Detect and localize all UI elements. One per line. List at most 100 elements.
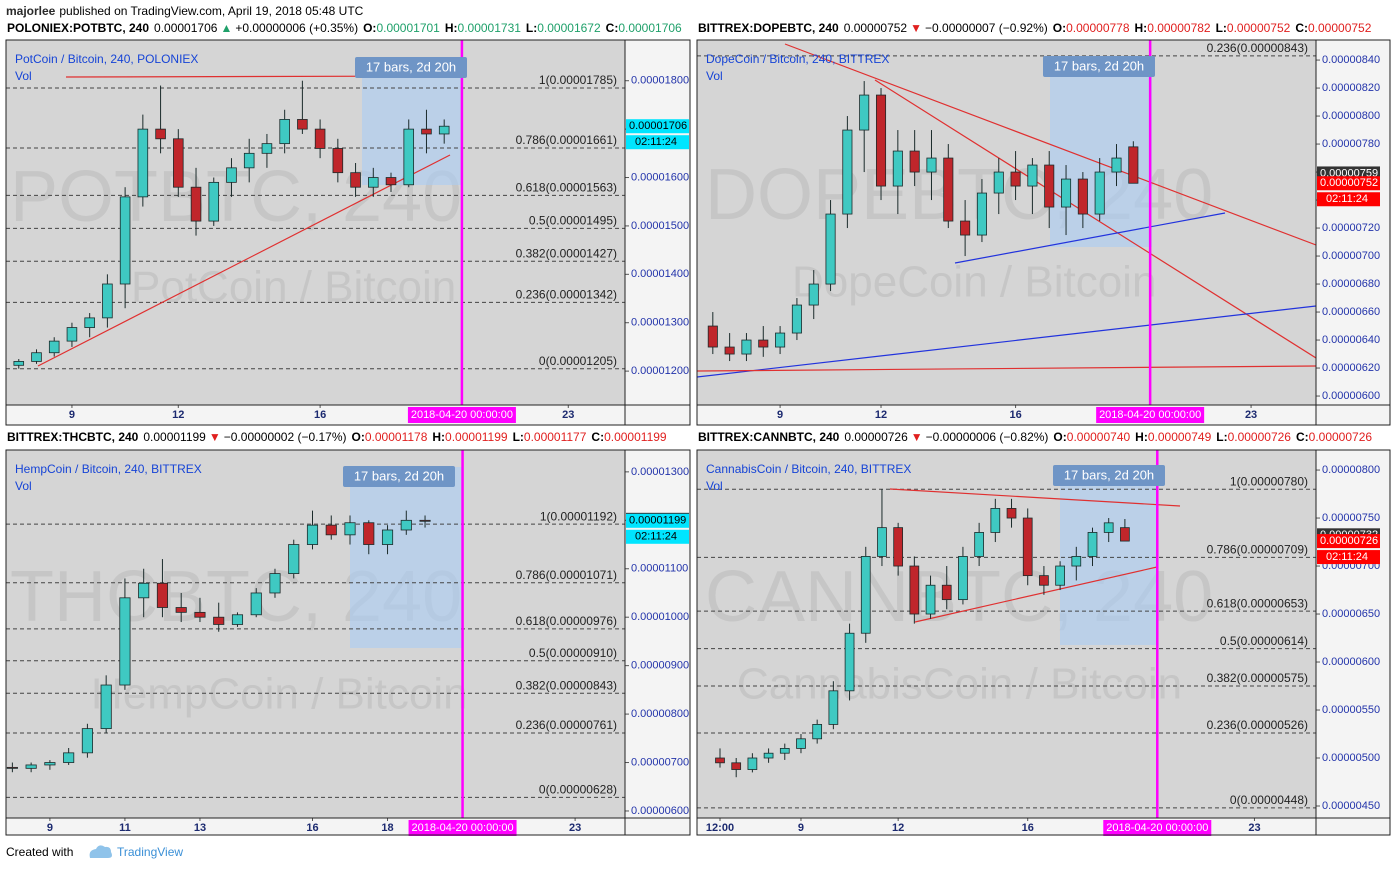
candle-body	[363, 522, 375, 545]
countdown-label: 02:11:24	[1326, 551, 1368, 563]
x-tick-label: 16	[314, 409, 326, 421]
last-price: 0.00001706	[154, 21, 218, 35]
x-tick-label: 18	[381, 822, 393, 834]
ohlc-label: H:	[432, 430, 445, 444]
fib-label: 0.382(0.00000575)	[1207, 671, 1308, 685]
candle-body	[958, 556, 968, 601]
candle-body	[269, 573, 281, 594]
candle-body	[1010, 171, 1021, 187]
candle-body	[1094, 171, 1105, 215]
candle-body	[1061, 178, 1072, 208]
candle-body	[155, 128, 166, 140]
trend-line	[697, 305, 1316, 378]
plot: CANNBTC, 240CannabisCoin / Bitcoin1(0.00…	[697, 466, 1316, 809]
candle-body	[13, 361, 25, 366]
top-line: majorlee published on TradingView.com, Ap…	[6, 4, 364, 18]
trend-line	[914, 566, 1158, 623]
candle-body	[715, 757, 725, 764]
y-tick-label: 0.00000900	[631, 660, 689, 672]
x-tick-label: 16	[1022, 822, 1034, 834]
x-tick-label: 23	[569, 822, 581, 834]
range-label: 17 bars, 2d 20h	[1054, 58, 1144, 73]
candle-body	[825, 213, 836, 285]
y-tick-label: 0.00000800	[1322, 464, 1380, 476]
fib-label: 0.618(0.00000653)	[1207, 596, 1308, 610]
candle-body	[796, 738, 806, 749]
x-tick-label: 11	[119, 822, 131, 834]
watermark: PotCoin / Bitcoin	[131, 263, 456, 312]
candle-body	[6, 766, 18, 769]
candle-body	[332, 148, 344, 174]
candle-body	[350, 172, 361, 188]
range-label: 17 bars, 2d 20h	[354, 468, 444, 483]
panel-frame	[5, 449, 691, 836]
ohlc-label: O:	[363, 21, 376, 35]
candle-body	[877, 527, 887, 557]
ohlc-value: 0.00000778	[1066, 21, 1130, 35]
ohlc-value: 0.00000752	[1308, 21, 1372, 35]
y-tick-label: 0.00000780	[1322, 138, 1380, 150]
x-tick-label: 16	[306, 822, 318, 834]
fib-label: 1(0.00000780)	[1230, 474, 1308, 488]
candle-body	[926, 157, 937, 173]
y-tick-label: 0.00000450	[1322, 800, 1380, 812]
candle-body	[44, 762, 56, 766]
countdown-tag	[626, 135, 689, 150]
ohlc-value: 0.00001199	[445, 430, 508, 444]
price-axis	[625, 40, 690, 405]
ohlc-label: L:	[513, 430, 524, 444]
y-tick-label: 0.00000680	[1322, 278, 1380, 290]
symbol: BITTREX:THCBTC, 240	[7, 430, 139, 444]
plot-area	[697, 450, 1316, 818]
marker-label: 2018-04-20 00:00:00	[411, 822, 513, 834]
y-tick-label: 0.00000650	[1322, 608, 1380, 620]
author[interactable]: majorlee	[6, 4, 56, 18]
last-price: 0.00001199	[143, 430, 206, 444]
fib-label: 0.786(0.00001661)	[516, 133, 617, 147]
ohlc-value: 0.00000726	[1309, 430, 1373, 444]
countdown-tag	[1317, 550, 1380, 565]
symbol: POLONIEX:POTBTC, 240	[7, 21, 149, 35]
ohlc-value: 0.00000749	[1148, 430, 1212, 444]
range-label: 17 bars, 2d 20h	[1064, 467, 1154, 482]
ohlc-label: H:	[1135, 21, 1148, 35]
tradingview-logo[interactable]	[89, 845, 112, 858]
fib-label: 0.5(0.00000910)	[529, 646, 617, 660]
x-tick-label: 9	[47, 822, 53, 834]
candle-body	[368, 177, 379, 188]
trend-line	[954, 212, 1226, 264]
y-tick-label: 0.00001400	[631, 268, 689, 280]
footer-brand[interactable]: TradingView	[117, 845, 183, 859]
candle-body	[779, 748, 790, 754]
y-tick-label: 0.00000840	[1322, 54, 1380, 66]
x-tick-label: 9	[798, 822, 804, 834]
arrow: ▼	[910, 21, 922, 35]
x-tick-label: 13	[194, 822, 206, 834]
y-tick-label: 0.00000640	[1322, 334, 1380, 346]
arrow: ▼	[911, 430, 923, 444]
fib-label: 0.618(0.00001563)	[516, 181, 617, 195]
y-tick-label: 0.00000700	[1322, 250, 1380, 262]
y-tick-label: 0.00000600	[631, 805, 689, 817]
candle-body	[1128, 146, 1139, 184]
y-tick-label: 0.00000620	[1322, 362, 1380, 374]
candle-body	[381, 529, 394, 545]
x-tick-label: 12	[875, 409, 887, 421]
ohlc-label: C:	[1296, 430, 1309, 444]
candle-body	[84, 317, 95, 328]
countdown-tag	[626, 529, 689, 544]
candle-body	[993, 171, 1004, 194]
candle-body	[137, 128, 149, 198]
volume-label: Vol	[706, 69, 723, 83]
candle-body	[731, 762, 742, 770]
fib-label: 0.618(0.00000976)	[516, 614, 617, 628]
ohlc-value: 0.00000782	[1147, 21, 1211, 35]
marker-label: 2018-04-20 00:00:00	[411, 409, 513, 421]
volume-label: Vol	[706, 479, 723, 493]
fib-label: 0.236(0.00001342)	[516, 288, 617, 302]
symbol-line: BITTREX:CANNBTC, 240 0.00000726 ▼ −0.000000…	[698, 430, 1372, 444]
candle-body	[288, 544, 300, 574]
fib-label: 0.786(0.00000709)	[1207, 543, 1308, 557]
candle-body	[791, 304, 802, 334]
change: −0.00000006 (−0.82%)	[926, 430, 1049, 444]
